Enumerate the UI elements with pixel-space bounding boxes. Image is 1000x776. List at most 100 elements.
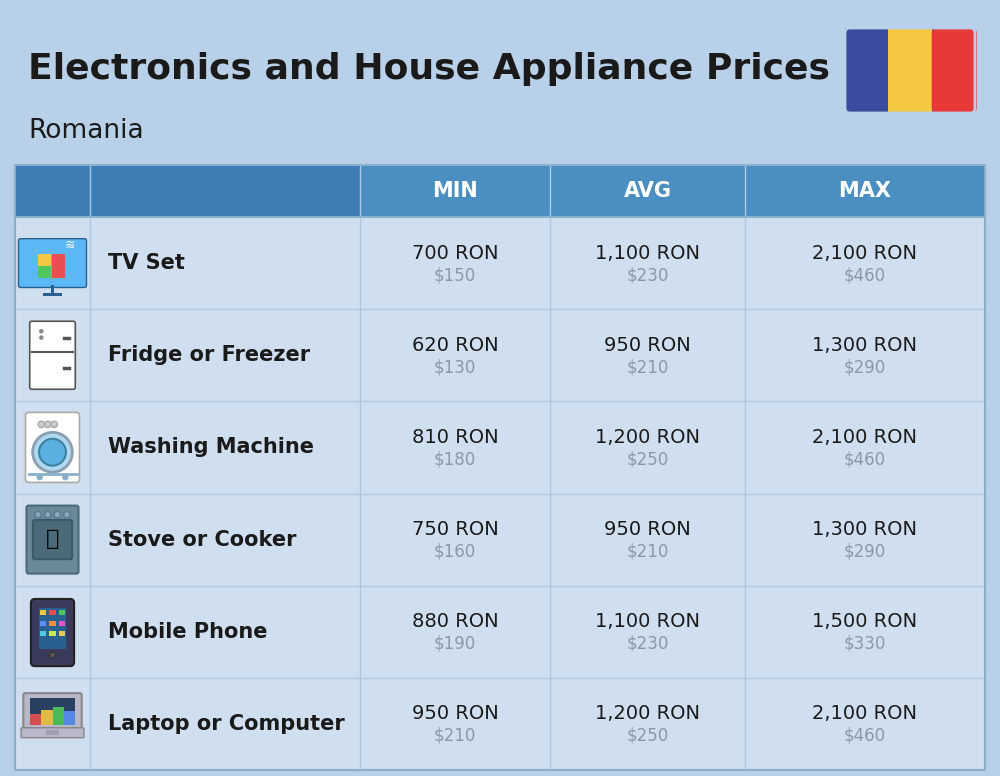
Text: 950 RON: 950 RON: [604, 520, 691, 539]
FancyBboxPatch shape: [21, 728, 84, 738]
Text: TV Set: TV Set: [108, 253, 185, 273]
Circle shape: [51, 421, 57, 428]
Circle shape: [35, 511, 41, 518]
Circle shape: [44, 511, 51, 518]
FancyBboxPatch shape: [26, 412, 80, 483]
Text: 1,500 RON: 1,500 RON: [812, 612, 918, 631]
Text: 950 RON: 950 RON: [412, 705, 498, 723]
Text: $250: $250: [626, 727, 669, 745]
Text: $330: $330: [844, 635, 886, 653]
Text: 2,100 RON: 2,100 RON: [812, 428, 918, 447]
Text: 🔥: 🔥: [46, 529, 59, 549]
Bar: [51, 286, 54, 293]
Circle shape: [49, 652, 56, 658]
Circle shape: [54, 511, 60, 518]
Text: $290: $290: [844, 359, 886, 376]
Circle shape: [38, 421, 44, 428]
Bar: [59, 610, 65, 615]
Text: Electronics and House Appliance Prices: Electronics and House Appliance Prices: [28, 52, 830, 86]
Text: $230: $230: [626, 635, 669, 653]
Text: 1,300 RON: 1,300 RON: [812, 520, 918, 539]
Text: Laptop or Computer: Laptop or Computer: [108, 714, 345, 734]
Bar: [59, 621, 65, 625]
Bar: [30, 698, 75, 725]
Bar: [15, 586, 985, 677]
Text: 1,300 RON: 1,300 RON: [812, 336, 918, 355]
Circle shape: [62, 474, 68, 480]
Text: 880 RON: 880 RON: [412, 612, 498, 631]
FancyBboxPatch shape: [18, 239, 87, 287]
Bar: [15, 677, 985, 770]
Text: $230: $230: [626, 266, 669, 284]
Bar: [49, 621, 56, 625]
Bar: [38, 265, 51, 278]
FancyBboxPatch shape: [888, 28, 932, 113]
Bar: [40, 621, 46, 625]
Text: 1,100 RON: 1,100 RON: [595, 244, 700, 262]
Bar: [360, 165, 985, 217]
Circle shape: [64, 511, 70, 518]
Text: $210: $210: [434, 727, 476, 745]
Text: $460: $460: [844, 727, 886, 745]
Bar: [40, 610, 46, 615]
Bar: [15, 217, 985, 309]
FancyBboxPatch shape: [932, 28, 977, 113]
Bar: [52, 265, 65, 278]
Text: 620 RON: 620 RON: [412, 336, 498, 355]
Bar: [52, 707, 64, 725]
Text: $210: $210: [626, 542, 669, 560]
Bar: [30, 714, 41, 725]
Text: 2,100 RON: 2,100 RON: [812, 244, 918, 262]
FancyBboxPatch shape: [845, 28, 888, 113]
Text: MAX: MAX: [838, 181, 892, 201]
Text: $210: $210: [626, 359, 669, 376]
Text: $460: $460: [844, 266, 886, 284]
Circle shape: [39, 329, 44, 334]
Text: $190: $190: [434, 635, 476, 653]
Circle shape: [33, 432, 72, 472]
Text: Stove or Cooker: Stove or Cooker: [108, 529, 296, 549]
Circle shape: [36, 474, 43, 480]
FancyBboxPatch shape: [31, 599, 74, 666]
Bar: [64, 712, 75, 725]
Bar: [59, 631, 65, 636]
FancyBboxPatch shape: [845, 28, 975, 113]
Text: MIN: MIN: [432, 181, 478, 201]
Text: $130: $130: [434, 359, 476, 376]
Text: Romania: Romania: [28, 118, 144, 144]
Text: $150: $150: [434, 266, 476, 284]
Text: 2,100 RON: 2,100 RON: [812, 705, 918, 723]
Bar: [49, 631, 56, 636]
Bar: [38, 254, 51, 266]
Text: $180: $180: [434, 450, 476, 469]
Bar: [15, 401, 985, 494]
Circle shape: [39, 438, 66, 466]
FancyBboxPatch shape: [30, 321, 75, 390]
Text: Fridge or Freezer: Fridge or Freezer: [108, 345, 310, 365]
Text: $250: $250: [626, 450, 669, 469]
Bar: [39, 608, 66, 650]
FancyBboxPatch shape: [33, 520, 72, 559]
Text: AVG: AVG: [624, 181, 672, 201]
Circle shape: [44, 421, 51, 428]
Text: 1,200 RON: 1,200 RON: [595, 428, 700, 447]
Text: $460: $460: [844, 450, 886, 469]
Text: ≋: ≋: [65, 239, 75, 252]
Text: 950 RON: 950 RON: [604, 336, 691, 355]
Bar: [15, 165, 360, 217]
Text: $160: $160: [434, 542, 476, 560]
Bar: [15, 494, 985, 586]
Bar: [52, 254, 65, 266]
Bar: [46, 730, 59, 735]
FancyBboxPatch shape: [26, 506, 78, 573]
Bar: [49, 610, 56, 615]
Text: $290: $290: [844, 542, 886, 560]
Text: 1,100 RON: 1,100 RON: [595, 612, 700, 631]
Text: 700 RON: 700 RON: [412, 244, 498, 262]
Text: Washing Machine: Washing Machine: [108, 438, 314, 457]
Text: 1,200 RON: 1,200 RON: [595, 705, 700, 723]
Text: Mobile Phone: Mobile Phone: [108, 622, 268, 642]
Bar: [41, 710, 52, 725]
Text: 750 RON: 750 RON: [412, 520, 498, 539]
Bar: [15, 309, 985, 401]
